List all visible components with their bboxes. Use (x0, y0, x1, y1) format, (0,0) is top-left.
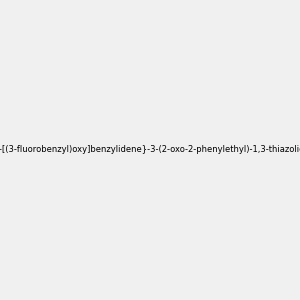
Text: 5-{3-ethoxy-4-[(3-fluorobenzyl)oxy]benzylidene}-3-(2-oxo-2-phenylethyl)-1,3-thia: 5-{3-ethoxy-4-[(3-fluorobenzyl)oxy]benzy… (0, 146, 300, 154)
